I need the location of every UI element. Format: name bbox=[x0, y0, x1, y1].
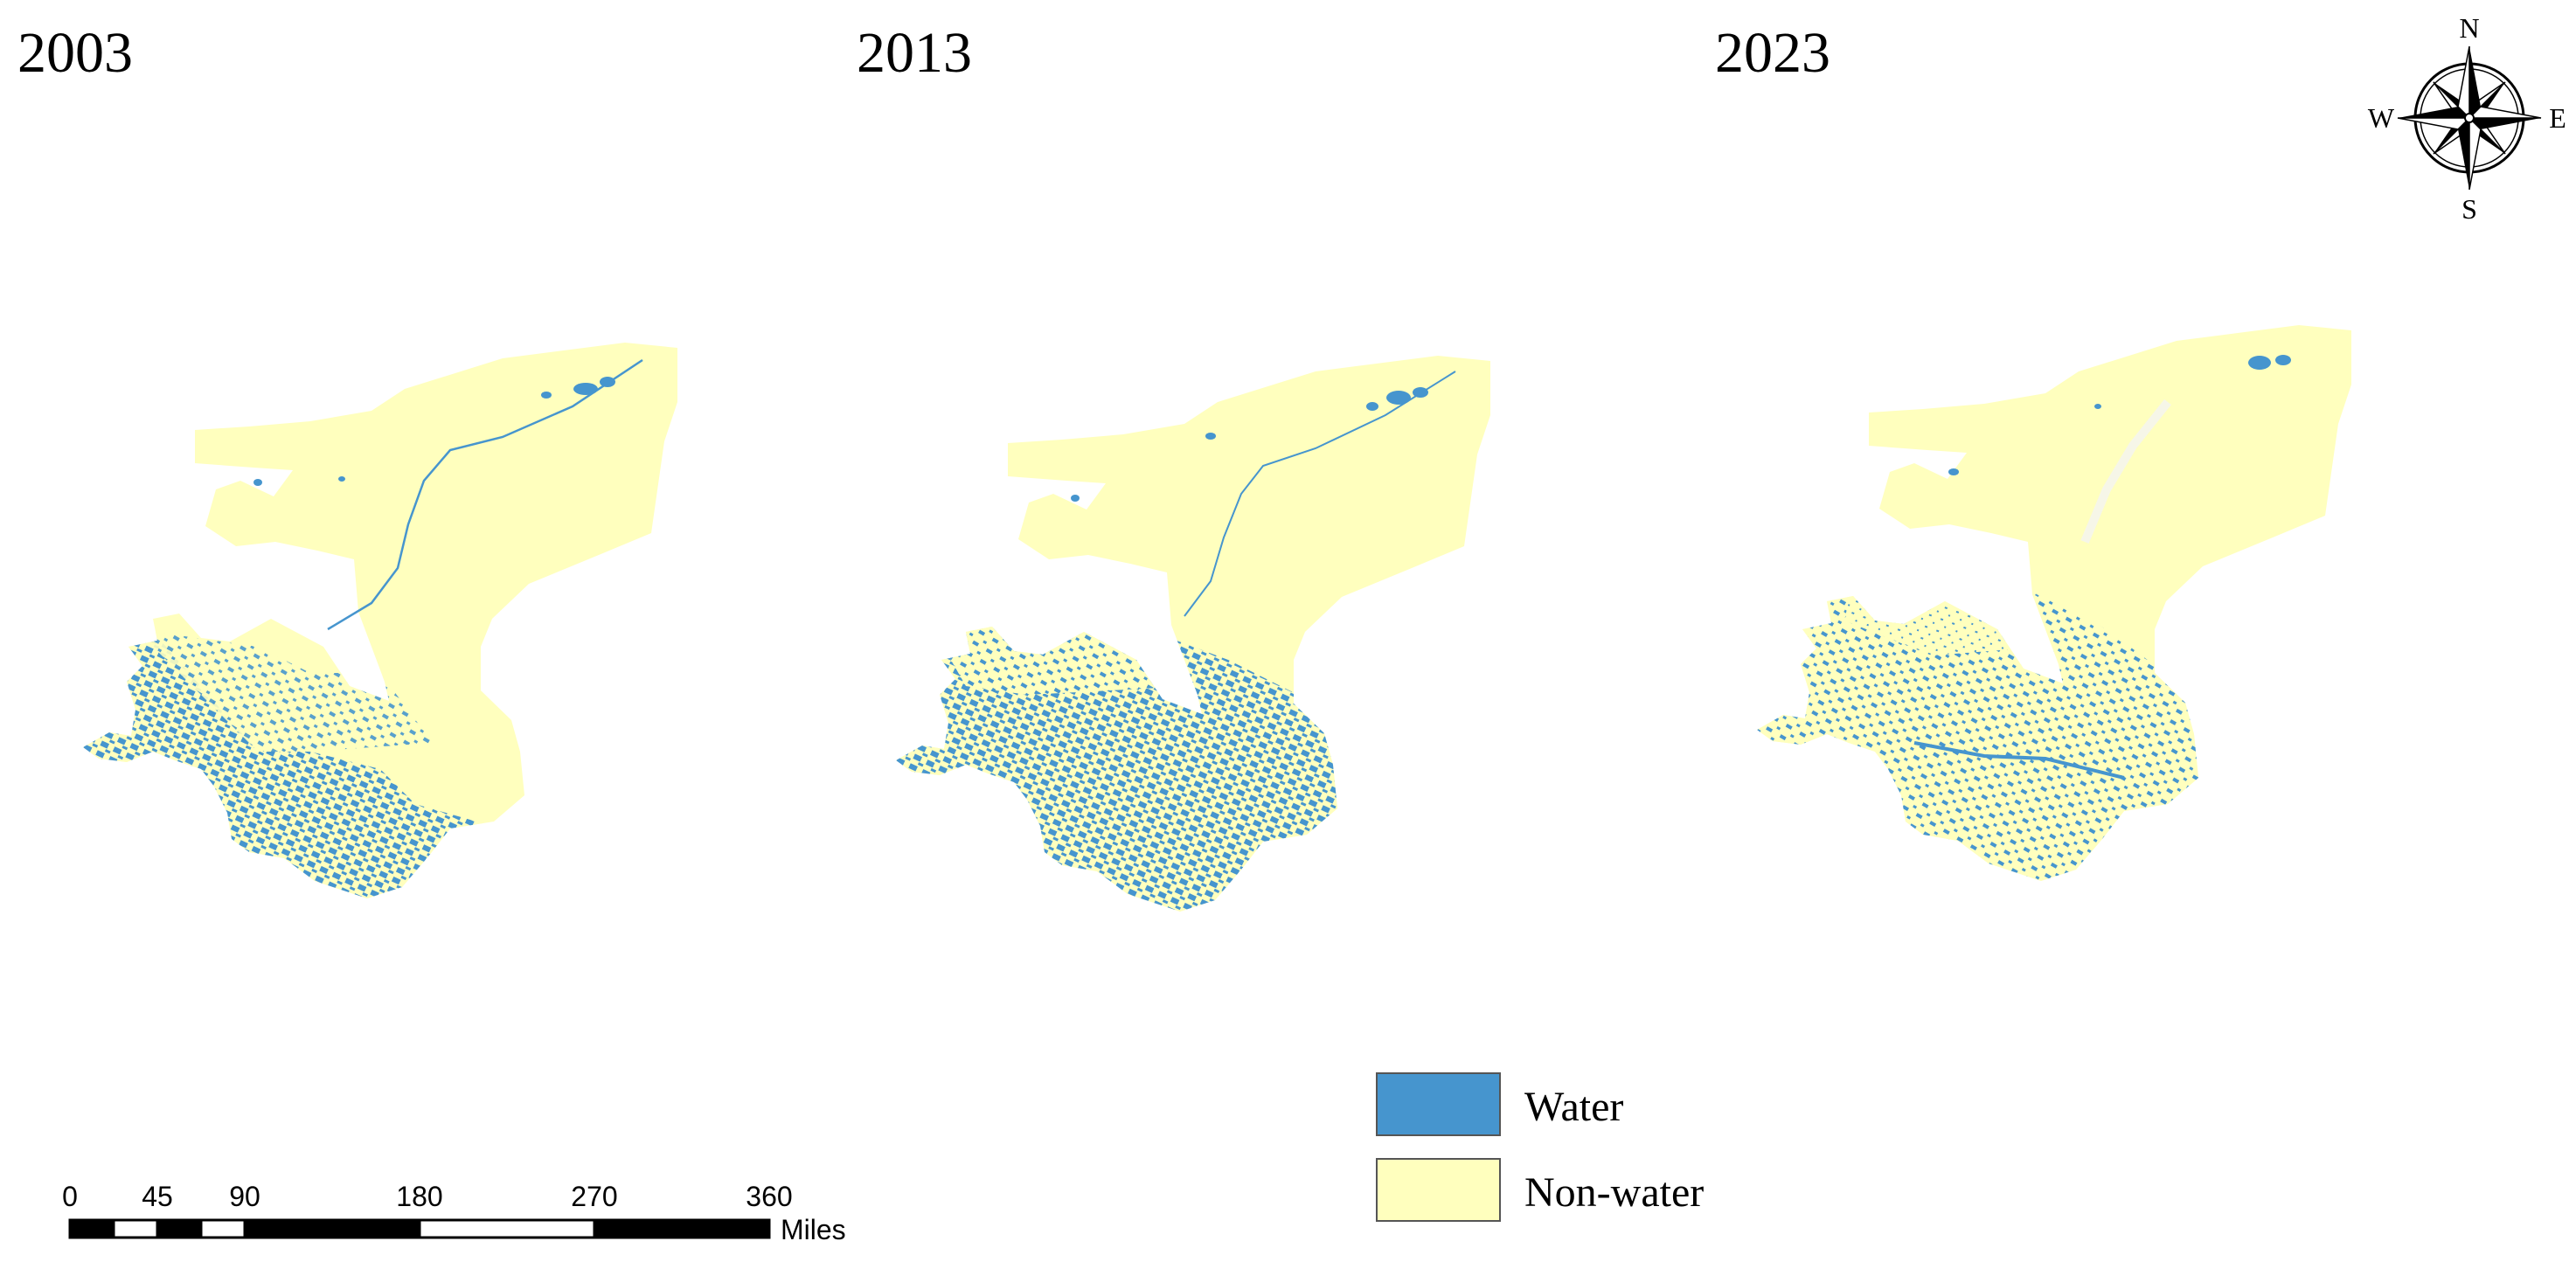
scale-tick-label: 45 bbox=[142, 1181, 173, 1212]
compass-east-label: E bbox=[2549, 102, 2566, 134]
map-panel-2003: 2003 bbox=[17, 21, 677, 898]
scale-tick-label: 90 bbox=[229, 1181, 260, 1212]
region-map bbox=[896, 356, 1490, 912]
lakes bbox=[1071, 387, 1428, 502]
lakes bbox=[1948, 355, 2291, 475]
legend-label-non-water: Non-water bbox=[1524, 1169, 1704, 1216]
map-panel-2023: 2023 bbox=[1715, 21, 2351, 881]
compass-south-label: S bbox=[2461, 193, 2477, 225]
water-area bbox=[83, 612, 538, 898]
legend-label-water: Water bbox=[1524, 1084, 1623, 1130]
legend-item-water: Water bbox=[1376, 1072, 1623, 1136]
north-arrow-compass-rose-icon: N S E W bbox=[2368, 12, 2566, 225]
scale-tick-label: 180 bbox=[396, 1181, 442, 1212]
scale-tick-label: 360 bbox=[746, 1181, 792, 1212]
scale-tick-label: 270 bbox=[571, 1181, 617, 1212]
river bbox=[327, 358, 643, 631]
legend-item-non-water: Non-water bbox=[1376, 1158, 1704, 1222]
panel-year-title: 2023 bbox=[1715, 21, 1830, 85]
river bbox=[1184, 371, 1456, 617]
compass-west-label: W bbox=[2368, 102, 2395, 134]
dry-river-bed bbox=[2080, 399, 2171, 544]
region-map bbox=[1757, 325, 2351, 881]
scale-bar-segments bbox=[68, 1218, 771, 1239]
region-map bbox=[83, 343, 677, 898]
legend: Water Non-water bbox=[1376, 1072, 1704, 1222]
panel-year-title: 2013 bbox=[857, 21, 972, 85]
compass-north-label: N bbox=[2459, 12, 2479, 44]
legend-swatch-water bbox=[1376, 1072, 1501, 1136]
map-panel-2013: 2013 bbox=[857, 21, 1490, 912]
panel-year-title: 2003 bbox=[17, 21, 133, 85]
legend-swatch-non-water bbox=[1376, 1158, 1501, 1222]
scale-bar: 0 45 90 180 270 360 Miles bbox=[62, 1181, 846, 1245]
scale-tick-label: 0 bbox=[62, 1181, 78, 1212]
scale-unit-label: Miles bbox=[781, 1214, 846, 1245]
